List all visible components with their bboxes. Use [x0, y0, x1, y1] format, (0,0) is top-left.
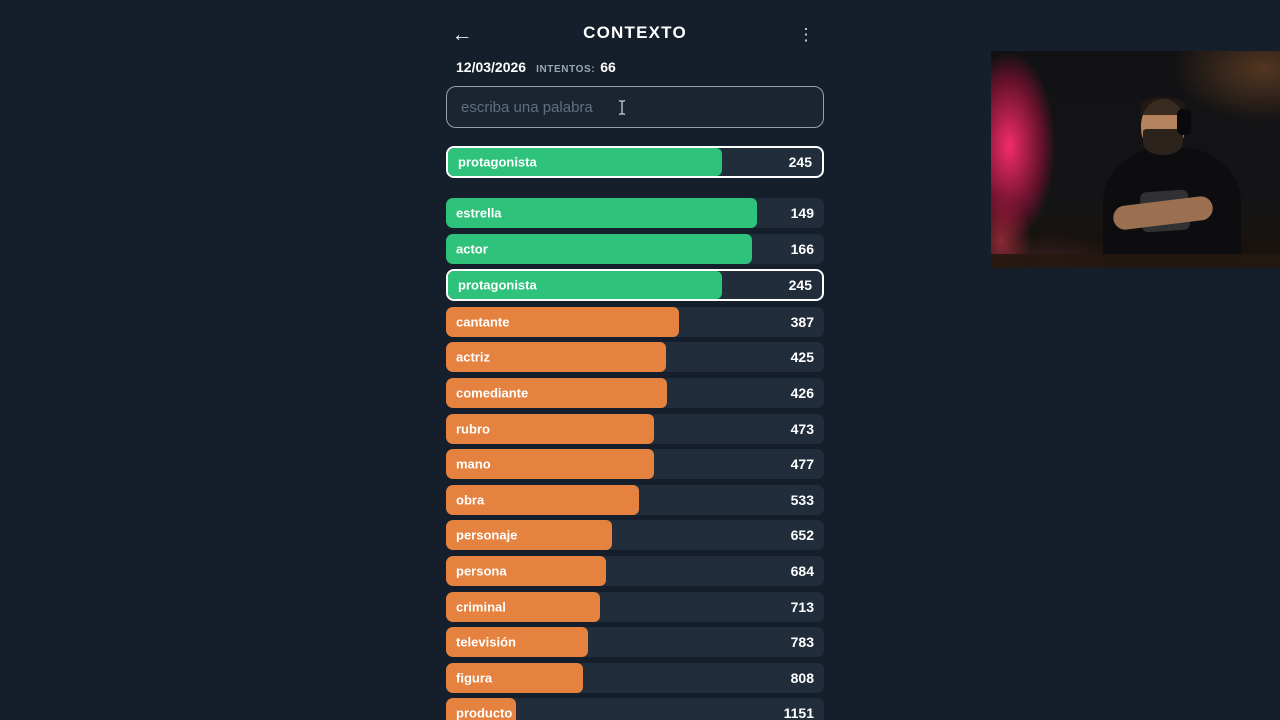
kebab-menu-button[interactable]: ⋮ [794, 22, 818, 48]
guess-rank: 245 [788, 277, 812, 294]
guess-word: actor [456, 241, 488, 257]
guess-bar-fill [448, 148, 723, 176]
guess-rank: 684 [790, 562, 814, 579]
guess-rank: 387 [790, 313, 814, 330]
guess-rank: 1151 [783, 705, 814, 720]
guess-bar-fill [446, 520, 612, 551]
attempts-label: INTENTOS: [536, 64, 596, 75]
guess-word: personaje [456, 527, 518, 543]
guess-row: actriz 425 [446, 342, 824, 373]
guess-row: figura 808 [446, 662, 824, 693]
guess-bar-fill [446, 233, 753, 264]
headphones-icon [1177, 109, 1191, 135]
guess-bar-fill [446, 377, 668, 408]
guess-bar-fill [446, 662, 583, 693]
guess-word: obra [456, 492, 485, 508]
guess-row: persona 684 [446, 555, 824, 586]
guess-rank: 473 [790, 420, 814, 437]
guess-word: persona [456, 563, 507, 579]
game-date: 12/03/2026 [456, 59, 527, 75]
back-button[interactable]: ← [448, 22, 476, 48]
guess-bar-fill [446, 555, 606, 586]
guess-word: comediante [456, 385, 529, 401]
game-header: ← CONTEXTO ⋮ [446, 0, 824, 48]
guess-row: producto 1151 [446, 698, 824, 720]
guess-row: personaje 652 [446, 520, 824, 551]
guess-word: criminal [456, 599, 506, 615]
guess-bar-fill [446, 484, 640, 515]
streamer-beard [1143, 129, 1183, 155]
guess-bar-fill [446, 591, 600, 622]
streamer-hair [1141, 97, 1185, 115]
guess-bar-fill [448, 271, 723, 300]
desk-surface [991, 254, 1280, 268]
guess-rank: 783 [790, 634, 814, 651]
guess-row: actor 166 [446, 233, 824, 264]
guess-list: estrella 149 actor 166 protagonista 245 cantan… [446, 198, 824, 720]
guess-row: protagonista 245 [446, 146, 824, 178]
guess-rank: 713 [790, 598, 814, 615]
guess-rank: 425 [790, 349, 814, 366]
guess-word: producto [456, 705, 513, 720]
guess-row: mano 477 [446, 449, 824, 480]
guess-bar-fill [446, 306, 679, 337]
guess-word: rubro [456, 421, 490, 437]
guess-word: protagonista [458, 277, 537, 293]
guess-rank: 166 [790, 240, 814, 257]
guess-row: obra 533 [446, 484, 824, 515]
latest-guess-row: protagonista 245 [446, 146, 824, 184]
meta-row: 12/03/2026 INTENTOS: 66 [456, 59, 616, 75]
attempts-value: 66 [600, 59, 616, 75]
guess-word: actriz [456, 349, 490, 365]
game-column: ← CONTEXTO ⋮ 12/03/2026 INTENTOS: 66 pro… [446, 0, 824, 720]
guess-bar-fill [446, 627, 589, 658]
guess-bar-fill [446, 198, 758, 228]
guess-word: televisión [456, 634, 516, 650]
guess-rank: 808 [790, 669, 814, 686]
guess-word: protagonista [458, 154, 537, 170]
word-input[interactable] [446, 86, 824, 128]
guess-word: estrella [456, 205, 502, 221]
guess-word: figura [456, 670, 493, 686]
guess-bar-fill [446, 698, 516, 720]
guess-row: rubro 473 [446, 413, 824, 444]
guess-row: comediante 426 [446, 377, 824, 408]
webcam-overlay [991, 51, 1280, 268]
guess-row: estrella 149 [446, 198, 824, 228]
page-title: CONTEXTO [583, 23, 687, 42]
guess-rank: 652 [790, 527, 814, 544]
guess-bar-fill [446, 449, 654, 480]
guess-bar-fill [446, 342, 666, 373]
guess-word: mano [456, 456, 491, 472]
guess-row: criminal 713 [446, 591, 824, 622]
guess-rank: 477 [790, 456, 814, 473]
guess-row: protagonista 245 [446, 269, 824, 302]
guess-rank: 245 [788, 154, 812, 170]
guess-word: cantante [456, 314, 510, 330]
guess-rank: 426 [790, 384, 814, 401]
guess-row: televisión 783 [446, 627, 824, 658]
guess-rank: 149 [790, 205, 814, 221]
text-cursor-icon [618, 99, 626, 116]
guess-bar-fill [446, 413, 654, 444]
guess-row: cantante 387 [446, 306, 824, 337]
guess-rank: 533 [790, 491, 814, 508]
